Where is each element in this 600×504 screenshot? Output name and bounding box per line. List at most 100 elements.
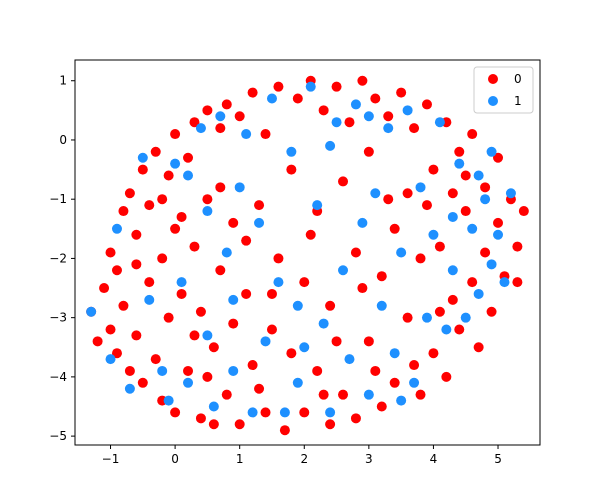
point-series-0-117 <box>357 283 368 294</box>
legend-box <box>473 66 534 114</box>
point-series-1-13 <box>208 401 219 412</box>
point-series-1-42 <box>402 105 413 116</box>
point-series-1-66 <box>163 395 174 406</box>
point-series-1-36 <box>363 389 374 400</box>
point-series-1-25 <box>292 300 303 311</box>
y-tick-label: 1 <box>59 74 67 88</box>
point-series-1-11 <box>202 206 213 217</box>
point-series-0-96 <box>460 206 471 217</box>
point-series-1-33 <box>344 354 355 365</box>
point-series-0-42 <box>228 318 239 329</box>
point-series-1-59 <box>499 277 510 288</box>
point-series-0-68 <box>338 389 349 400</box>
point-series-0-104 <box>493 152 504 163</box>
point-series-0-49 <box>260 407 271 418</box>
point-series-0-100 <box>480 182 491 193</box>
point-series-0-77 <box>376 271 387 282</box>
point-series-0-81 <box>396 87 407 98</box>
point-series-1-12 <box>202 330 213 341</box>
point-series-0-63 <box>318 105 329 116</box>
point-series-0-78 <box>383 111 394 122</box>
point-series-0-123 <box>157 194 168 205</box>
point-series-1-23 <box>279 407 290 418</box>
point-series-1-9 <box>183 377 194 388</box>
point-series-0-55 <box>286 164 297 175</box>
point-series-0-111 <box>189 330 200 341</box>
point-series-1-18 <box>247 407 258 418</box>
x-tick-label: 3 <box>365 452 373 466</box>
point-series-0-98 <box>467 277 478 288</box>
point-series-0-35 <box>208 342 219 353</box>
point-series-0-120 <box>434 306 445 317</box>
point-series-1-68 <box>396 395 407 406</box>
point-series-1-39 <box>383 123 394 134</box>
point-series-0-24 <box>170 223 181 234</box>
point-series-0-119 <box>409 360 420 371</box>
point-series-1-5 <box>144 294 155 305</box>
point-series-0-112 <box>215 182 226 193</box>
point-series-0-129 <box>447 188 458 199</box>
point-series-0-31 <box>195 413 206 424</box>
point-series-0-79 <box>389 223 400 234</box>
point-series-1-1 <box>105 354 116 365</box>
point-series-1-16 <box>228 365 239 376</box>
point-series-1-40 <box>389 348 400 359</box>
point-series-1-8 <box>176 277 187 288</box>
point-series-1-43 <box>409 377 420 388</box>
point-series-0-88 <box>428 348 439 359</box>
point-series-1-44 <box>415 182 426 193</box>
point-series-0-30 <box>189 241 200 252</box>
point-series-1-19 <box>254 217 265 228</box>
point-series-0-8 <box>118 300 129 311</box>
point-series-1-41 <box>396 247 407 258</box>
legend-marker-1 <box>488 96 498 106</box>
point-series-0-6 <box>111 265 122 276</box>
point-series-1-7 <box>170 158 181 169</box>
point-series-1-22 <box>273 277 284 288</box>
point-series-0-39 <box>221 389 232 400</box>
point-series-1-38 <box>376 300 387 311</box>
point-series-1-30 <box>325 407 336 418</box>
point-series-0-95 <box>454 324 465 335</box>
point-series-0-21 <box>163 170 174 181</box>
point-series-0-72 <box>357 75 368 86</box>
point-series-1-10 <box>195 123 206 134</box>
point-series-0-116 <box>331 336 342 347</box>
point-series-0-23 <box>170 129 181 140</box>
point-series-0-34 <box>202 194 213 205</box>
point-series-0-51 <box>266 324 277 335</box>
point-series-0-99 <box>473 342 484 353</box>
points-layer <box>86 75 529 436</box>
point-series-0-69 <box>344 117 355 128</box>
point-series-1-21 <box>266 93 277 104</box>
point-series-0-87 <box>421 99 432 110</box>
point-series-0-94 <box>454 146 465 157</box>
point-series-0-107 <box>512 241 523 252</box>
point-series-0-2 <box>99 283 110 294</box>
point-series-0-108 <box>512 277 523 288</box>
point-series-1-62 <box>234 182 245 193</box>
point-series-1-50 <box>454 158 465 169</box>
point-series-1-60 <box>505 188 516 199</box>
point-series-0-4 <box>105 247 116 258</box>
point-series-0-37 <box>215 123 226 134</box>
point-series-0-18 <box>150 146 161 157</box>
point-series-0-103 <box>493 217 504 228</box>
point-series-1-55 <box>480 194 491 205</box>
legend: 01 <box>473 66 534 114</box>
x-tick-label: −1 <box>102 452 120 466</box>
point-series-0-57 <box>292 93 303 104</box>
point-series-1-32 <box>338 265 349 276</box>
point-series-0-25 <box>170 407 181 418</box>
point-series-0-125 <box>254 383 265 394</box>
point-series-0-76 <box>376 401 387 412</box>
point-series-0-12 <box>131 330 142 341</box>
point-series-0-29 <box>189 117 200 128</box>
point-series-1-37 <box>370 188 381 199</box>
point-series-0-113 <box>241 235 252 246</box>
point-series-0-85 <box>415 389 426 400</box>
point-series-1-54 <box>473 288 484 299</box>
x-tick-label: 0 <box>171 452 179 466</box>
